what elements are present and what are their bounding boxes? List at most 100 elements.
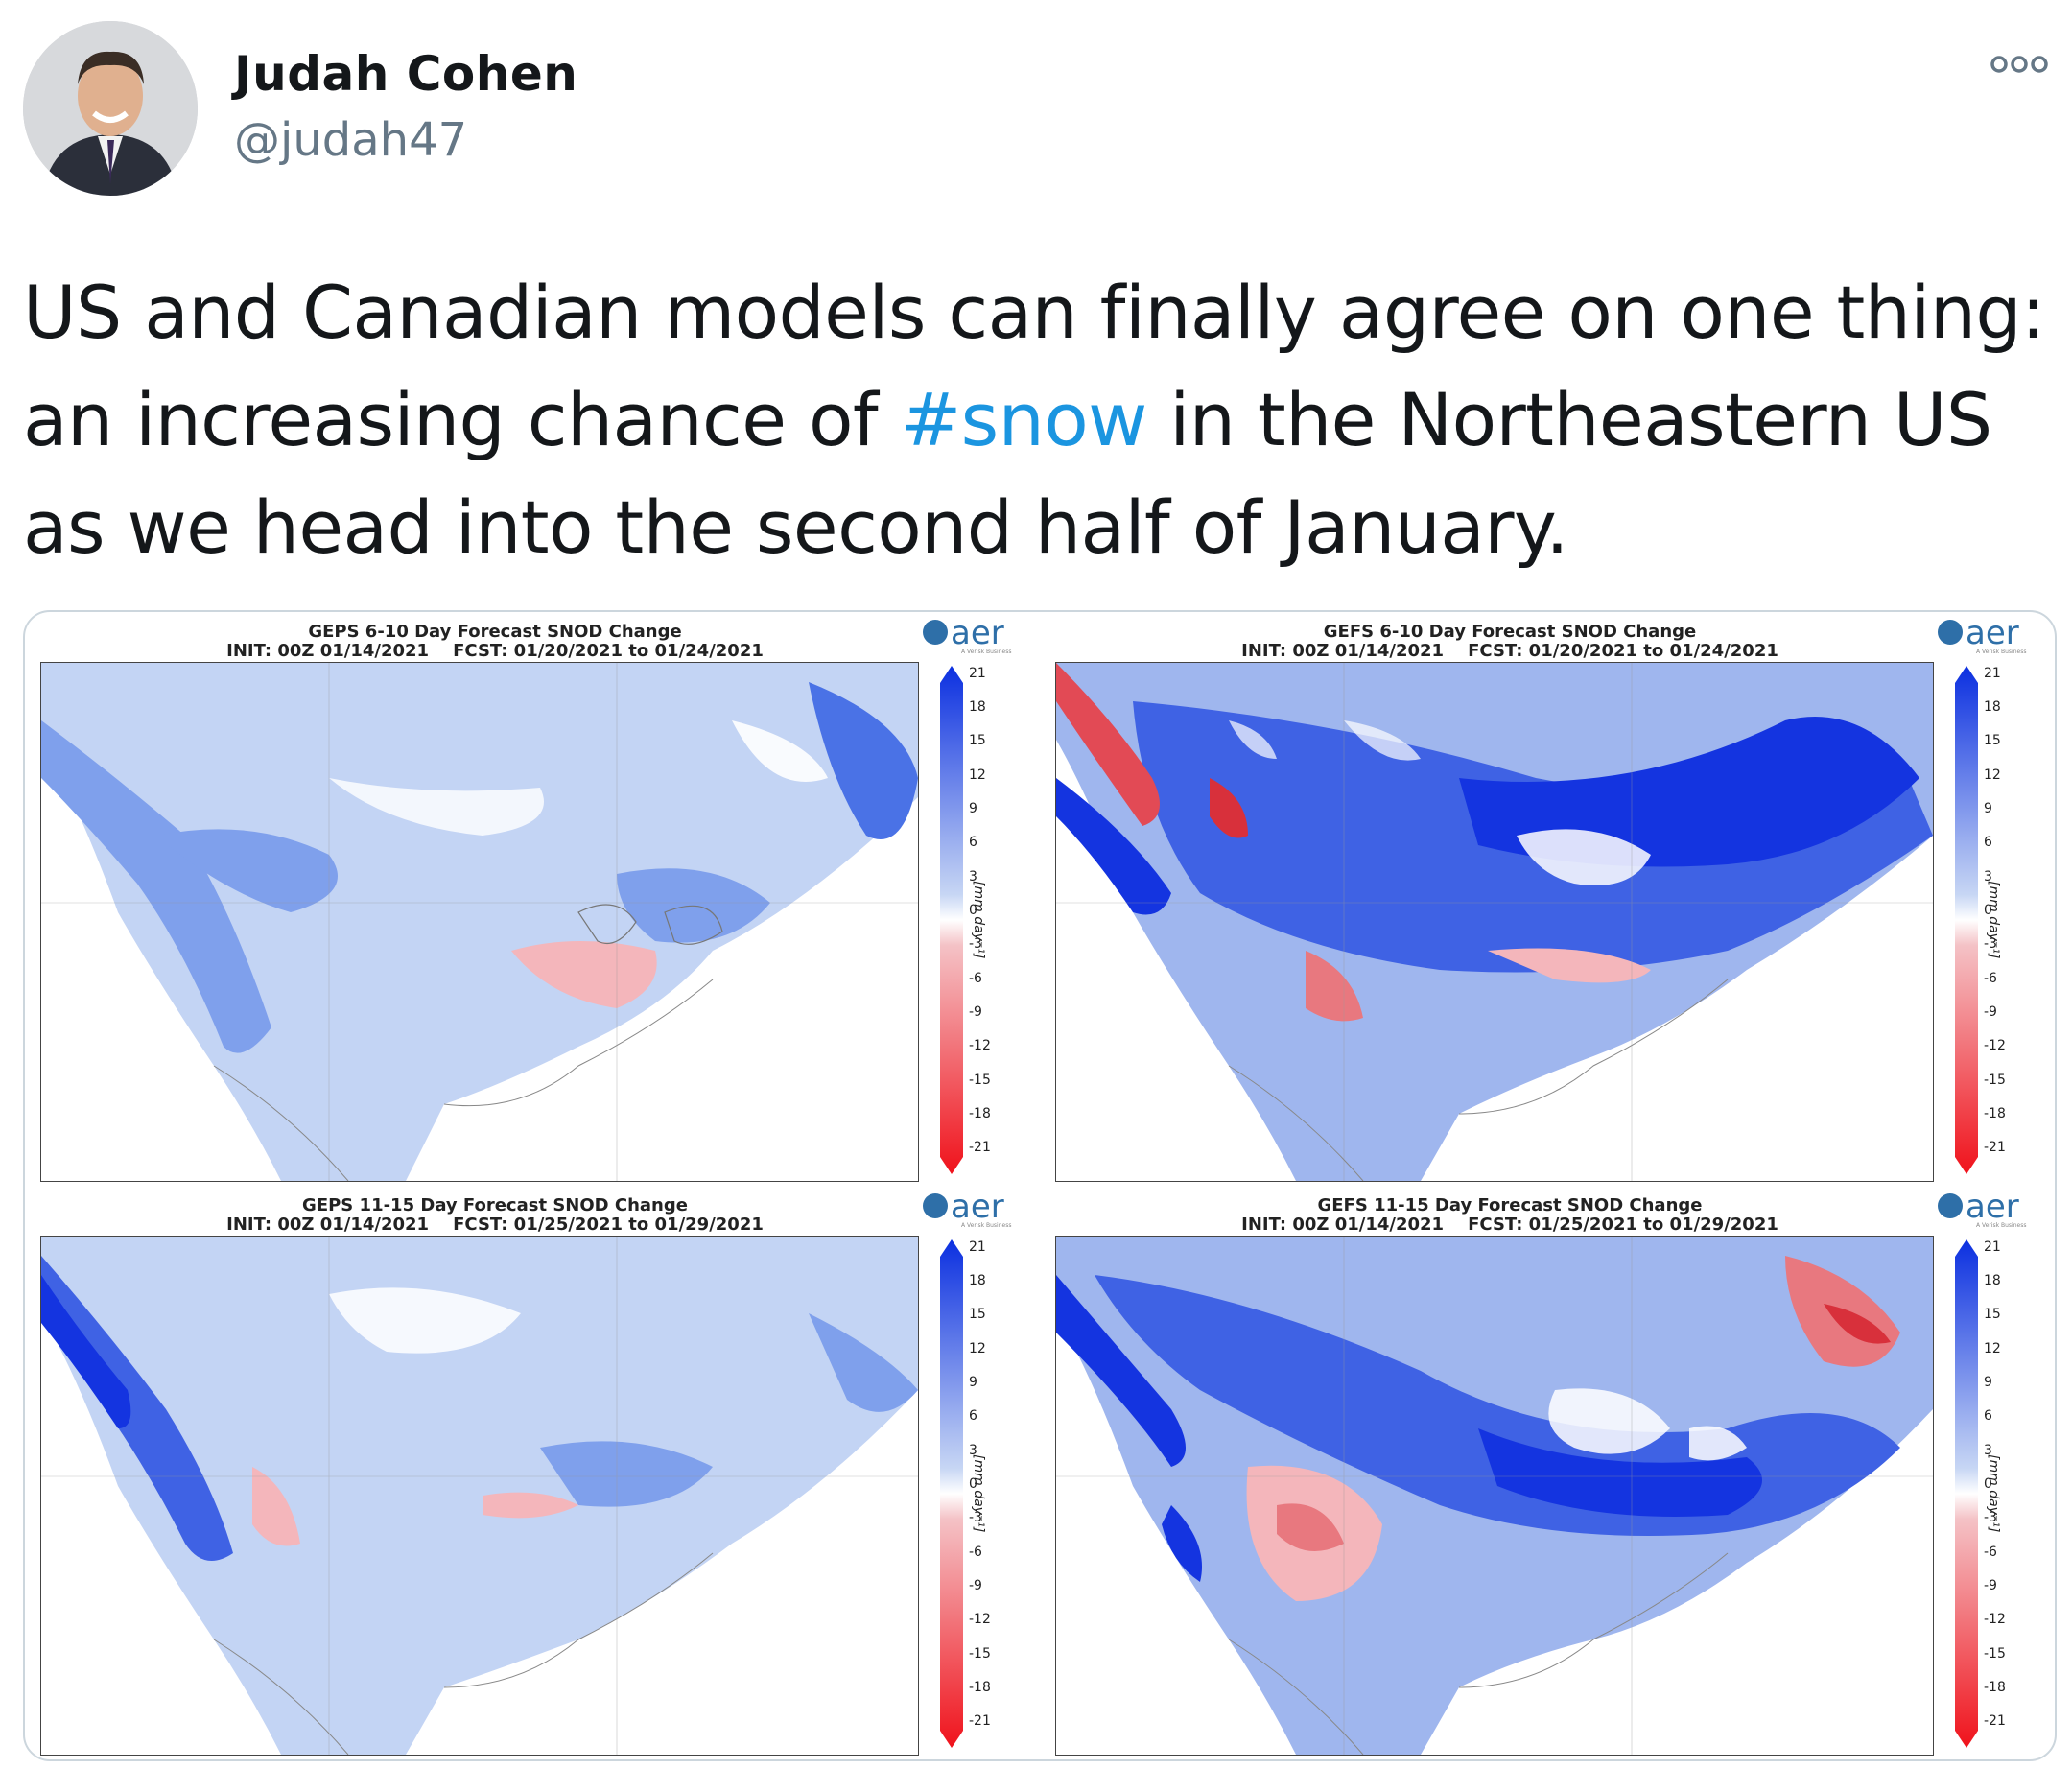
colorbar-tick: 12 — [1984, 767, 2001, 783]
colorbar-unit: [mm day⁻¹] — [971, 1454, 986, 1533]
colorbar-tick: 0 — [969, 1476, 977, 1492]
panel-subtitle: INIT: 00Z 01/14/2021 FCST: 01/20/2021 to… — [1241, 641, 1778, 661]
tweet-text: US and Canadian models can finally agree… — [23, 259, 2047, 581]
colorbar-tick: -12 — [1984, 1612, 2006, 1627]
snow-change-map — [1055, 662, 1934, 1182]
colorbar-tick: -9 — [1984, 1578, 1997, 1593]
colorbar-tick: 3 — [969, 869, 977, 884]
colorbar-tick: -6 — [1984, 1545, 1997, 1560]
colorbar-unit: [mm day⁻¹] — [1986, 1454, 2001, 1533]
colorbar-tick: -3 — [1984, 936, 1997, 952]
panel-title: GEPS 11-15 Day Forecast SNOD Change — [302, 1195, 688, 1215]
aer-logo: aer A Verisk Business — [1938, 1188, 2026, 1229]
snow-change-map — [40, 1236, 919, 1756]
colorbar-tick: 0 — [1984, 903, 1992, 918]
author-handle[interactable]: @judah47 — [234, 113, 468, 167]
aer-logo: aer A Verisk Business — [923, 1188, 1011, 1229]
panel-title: GEPS 6-10 Day Forecast SNOD Change — [308, 622, 682, 642]
colorbar-tick: 0 — [969, 903, 977, 918]
colorbar-tick: 21 — [969, 1239, 986, 1255]
colorbar-tick: 3 — [1984, 1443, 1992, 1458]
colorbar-tick: 6 — [969, 835, 977, 850]
colorbar-tick: 18 — [1984, 699, 2001, 715]
colorbar-unit: [mm day⁻¹] — [1986, 881, 2001, 959]
colorbar-tick: 6 — [1984, 1408, 1992, 1424]
more-options-icon[interactable] — [1990, 50, 2049, 79]
colorbar-tick: 18 — [969, 699, 986, 715]
snow-change-map — [40, 662, 919, 1182]
colorbar-tick: -21 — [1984, 1140, 2006, 1155]
forecast-panel: GEPS 11-15 Day Forecast SNOD Change INIT… — [25, 1186, 1042, 1759]
colorbar-tick: 6 — [969, 1408, 977, 1424]
colorbar-tick: 15 — [969, 1307, 986, 1322]
colorbar-tick: -3 — [1984, 1510, 1997, 1525]
colorbar-tick: -18 — [1984, 1106, 2006, 1121]
colorbar-unit: [mm day⁻¹] — [971, 881, 986, 959]
forecast-panel: GEFS 11-15 Day Forecast SNOD Change INIT… — [1040, 1186, 2055, 1759]
aer-logo: aer A Verisk Business — [923, 614, 1011, 655]
panel-title: GEFS 6-10 Day Forecast SNOD Change — [1323, 622, 1697, 642]
colorbar-tick: 18 — [1984, 1273, 2001, 1288]
colorbar-tick: 9 — [1984, 801, 1992, 816]
colorbar-tick: 21 — [1984, 666, 2001, 681]
colorbar-tick: -9 — [969, 1578, 982, 1593]
tweet-text-before: US and Canadian models can finally agree… — [23, 270, 2046, 462]
colorbar-tick: 6 — [1984, 835, 1992, 850]
colorbar-tick: -18 — [969, 1680, 991, 1695]
colorbar-tick: 15 — [1984, 1307, 2001, 1322]
colorbar-tick: 15 — [1984, 733, 2001, 748]
colorbar: 21 18 15 12 9 6 3 0 -3 -6 -9 -12 -15 -18… — [940, 1239, 991, 1748]
colorbar-tick: 15 — [969, 733, 986, 748]
colorbar-gradient — [940, 1239, 963, 1748]
colorbar-tick: -21 — [1984, 1713, 2006, 1729]
colorbar-tick: -18 — [969, 1106, 991, 1121]
colorbar-tick: -21 — [969, 1140, 991, 1155]
panel-subtitle: INIT: 00Z 01/14/2021 FCST: 01/25/2021 to… — [1241, 1215, 1778, 1235]
panel-subtitle: INIT: 00Z 01/14/2021 FCST: 01/20/2021 to… — [226, 641, 764, 661]
tweet-text-after: in the Northeastern US as we head into t… — [23, 377, 1992, 570]
colorbar-tick: 12 — [1984, 1341, 2001, 1356]
panel-title: GEFS 11-15 Day Forecast SNOD Change — [1317, 1195, 1703, 1215]
colorbar-gradient — [940, 666, 963, 1174]
colorbar-tick: -9 — [969, 1004, 982, 1020]
colorbar: 21 18 15 12 9 6 3 0 -3 -6 -9 -12 -15 -18… — [940, 666, 991, 1174]
avatar[interactable] — [23, 21, 198, 196]
colorbar-tick: -15 — [1984, 1073, 2006, 1088]
colorbar-tick: -18 — [1984, 1680, 2006, 1695]
colorbar-tick: 0 — [1984, 1476, 1992, 1492]
colorbar-gradient — [1955, 1239, 1978, 1748]
colorbar-tick: -15 — [969, 1073, 991, 1088]
colorbar-tick: 9 — [969, 801, 977, 816]
colorbar-tick: -21 — [969, 1713, 991, 1729]
colorbar-tick: 12 — [969, 767, 986, 783]
forecast-panel: GEPS 6-10 Day Forecast SNOD Change INIT:… — [25, 612, 1042, 1186]
aer-logo-icon — [1938, 619, 1963, 645]
colorbar-tick: -15 — [1984, 1646, 2006, 1662]
colorbar-tick: 9 — [1984, 1375, 1992, 1390]
colorbar-tick: -12 — [969, 1038, 991, 1053]
colorbar-tick: -6 — [969, 1545, 982, 1560]
colorbar-tick: 12 — [969, 1341, 986, 1356]
colorbar-tick: 18 — [969, 1273, 986, 1288]
hashtag-link[interactable]: #snow — [900, 377, 1148, 462]
panel-subtitle: INIT: 00Z 01/14/2021 FCST: 01/25/2021 to… — [226, 1215, 764, 1235]
colorbar: 21 18 15 12 9 6 3 0 -3 -6 -9 -12 -15 -18… — [1955, 1239, 2006, 1748]
colorbar-tick: -9 — [1984, 1004, 1997, 1020]
colorbar-tick: -15 — [969, 1646, 991, 1662]
colorbar-tick: -3 — [969, 1510, 982, 1525]
author-name[interactable]: Judah Cohen — [234, 46, 578, 102]
colorbar-tick: -12 — [1984, 1038, 2006, 1053]
colorbar-tick: 9 — [969, 1375, 977, 1390]
aer-logo-icon — [1938, 1192, 1963, 1218]
tweet-media[interactable]: GEPS 6-10 Day Forecast SNOD Change INIT:… — [23, 610, 2057, 1761]
aer-logo-icon — [923, 1192, 948, 1218]
colorbar-tick: -3 — [969, 936, 982, 952]
aer-logo-icon — [923, 619, 948, 645]
colorbar-tick: 21 — [969, 666, 986, 681]
colorbar-tick: -6 — [1984, 971, 1997, 986]
colorbar-tick: 3 — [1984, 869, 1992, 884]
colorbar-tick: -6 — [969, 971, 982, 986]
colorbar: 21 18 15 12 9 6 3 0 -3 -6 -9 -12 -15 -18… — [1955, 666, 2006, 1174]
colorbar-tick: -12 — [969, 1612, 991, 1627]
colorbar-tick: 3 — [969, 1443, 977, 1458]
